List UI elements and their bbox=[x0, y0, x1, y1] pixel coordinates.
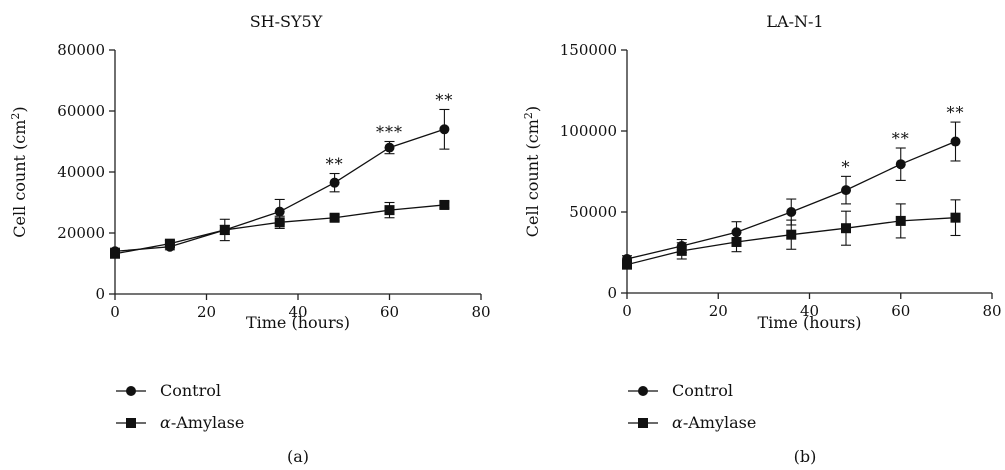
data-point-square bbox=[731, 236, 742, 247]
panel-label: (b) bbox=[794, 447, 817, 466]
significance-marker: ** bbox=[892, 129, 910, 148]
x-tick-label: 40 bbox=[800, 302, 819, 320]
legend-marker-square bbox=[638, 418, 648, 428]
series-amylase bbox=[110, 199, 450, 259]
legend-label-control: Control bbox=[672, 381, 733, 400]
significance-marker: ** bbox=[435, 90, 453, 109]
legend-marker-circle bbox=[638, 386, 648, 396]
x-tick-label: 80 bbox=[471, 303, 490, 321]
significance-marker: ** bbox=[326, 155, 344, 174]
data-point-square bbox=[841, 223, 851, 234]
data-point-circle bbox=[329, 177, 340, 188]
legend-label-amylase: α-Amylase bbox=[672, 413, 756, 432]
data-point-square bbox=[786, 229, 797, 240]
data-point-square bbox=[895, 215, 906, 226]
series-line bbox=[114, 128, 445, 252]
y-axis-label-close: ) bbox=[523, 106, 542, 112]
y-axis-label-superscript: 2 bbox=[522, 112, 535, 119]
legend-label-control: Control bbox=[160, 381, 221, 400]
x-tick-label: 40 bbox=[288, 303, 307, 321]
data-point-circle bbox=[841, 185, 851, 196]
chart-panel-a: SH-SY5Y 0 20000 40000 60000 80000 0 20 40 60 80 Tim… bbox=[9, 12, 491, 466]
legend: Control α-Amylase bbox=[628, 381, 756, 432]
y-axis-label-main: Cell count (cm bbox=[10, 120, 29, 238]
data-point-square bbox=[622, 259, 632, 270]
data-point-square bbox=[110, 248, 120, 259]
data-point-circle bbox=[895, 159, 906, 170]
data-point-circle bbox=[384, 142, 395, 153]
y-tick-label: 40000 bbox=[57, 163, 105, 181]
data-point-square bbox=[274, 217, 285, 228]
data-point-circle bbox=[439, 124, 450, 135]
data-point-square bbox=[439, 199, 450, 210]
data-point-circle bbox=[274, 206, 285, 217]
y-tick-label: 60000 bbox=[57, 102, 105, 120]
series-amylase bbox=[622, 199, 961, 270]
y-tick-label: 50000 bbox=[569, 203, 617, 221]
y-tick-label: 0 bbox=[607, 284, 617, 302]
legend: Control α-Amylase bbox=[116, 381, 244, 432]
data-point-square bbox=[219, 224, 230, 235]
legend-amylase-suffix: -Amylase bbox=[683, 413, 757, 432]
data-point-circle bbox=[950, 136, 961, 147]
x-tick-label: 0 bbox=[110, 303, 120, 321]
data-point-square bbox=[676, 245, 687, 256]
y-tick-label: 80000 bbox=[57, 41, 105, 59]
chart-title: LA-N-1 bbox=[766, 12, 823, 31]
significance-marker: * bbox=[842, 157, 851, 176]
x-tick-label: 20 bbox=[709, 302, 728, 320]
x-tick-label: 60 bbox=[891, 302, 910, 320]
y-axis-label: Cell count (cm2) bbox=[522, 106, 542, 237]
x-tick-label: 0 bbox=[622, 302, 632, 320]
y-axis-label-main: Cell count (cm bbox=[523, 119, 542, 237]
legend-alpha: α bbox=[160, 413, 171, 432]
y-tick-label: 100000 bbox=[560, 122, 617, 140]
data-point-square bbox=[164, 238, 175, 249]
data-point-square bbox=[384, 205, 395, 216]
legend-label-amylase: α-Amylase bbox=[160, 413, 244, 432]
significance-marker: *** bbox=[376, 123, 403, 142]
legend-marker-circle bbox=[126, 386, 136, 396]
y-tick-label: 0 bbox=[95, 285, 105, 303]
legend-amylase-suffix: -Amylase bbox=[171, 413, 245, 432]
y-axis-label-superscript: 2 bbox=[9, 113, 22, 120]
x-tick-label: 60 bbox=[380, 303, 399, 321]
y-axis-label: Cell count (cm2) bbox=[9, 106, 29, 237]
significance-marker: ** bbox=[947, 103, 965, 122]
legend-alpha: α bbox=[672, 413, 683, 432]
legend-marker-square bbox=[126, 418, 136, 428]
x-axis-label: Time (hours) bbox=[757, 313, 861, 332]
data-point-square bbox=[950, 212, 961, 223]
y-tick-label: 20000 bbox=[57, 224, 105, 242]
data-point-circle bbox=[786, 207, 797, 217]
x-tick-label: 20 bbox=[197, 303, 216, 321]
chart-title: SH-SY5Y bbox=[250, 12, 323, 31]
x-tick-label: 80 bbox=[982, 302, 1001, 320]
y-tick-label: 150000 bbox=[560, 41, 617, 59]
y-axis-label-close: ) bbox=[10, 106, 29, 112]
panel-label: (a) bbox=[287, 447, 309, 466]
x-axis-label: Time (hours) bbox=[246, 313, 350, 332]
data-point-square bbox=[329, 212, 340, 223]
chart-panel-b: LA-N-1 0 50000 100000 150000 0 20 40 60 80 Time (h… bbox=[522, 12, 1002, 466]
